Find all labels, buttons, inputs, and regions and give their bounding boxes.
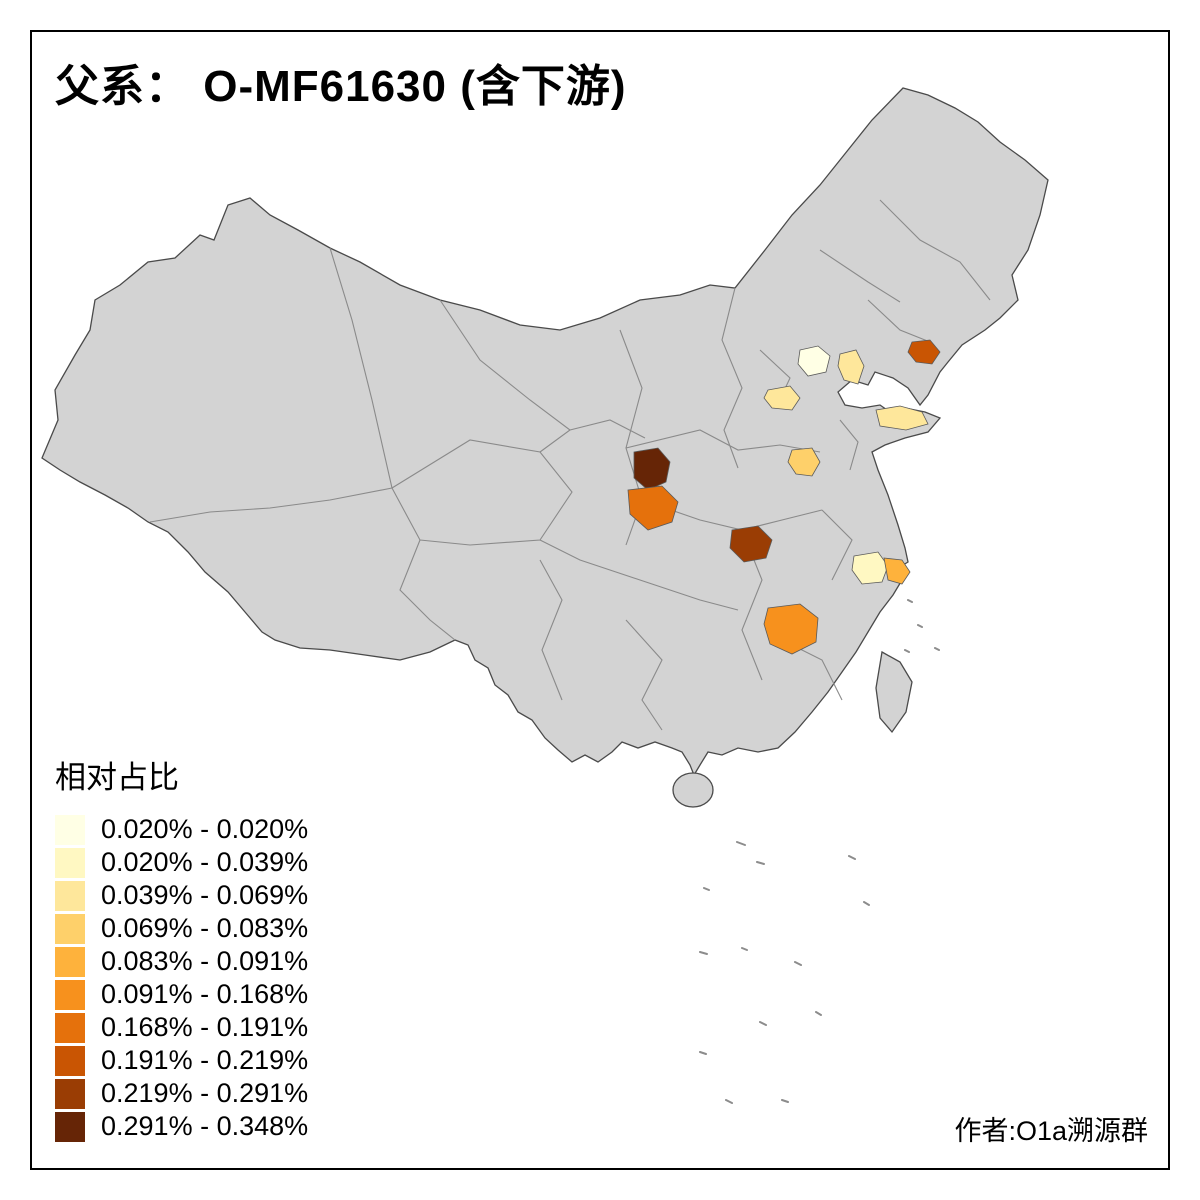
legend-item: 0.191% - 0.219% xyxy=(55,1044,308,1077)
legend-swatch xyxy=(55,880,85,911)
hainan-island xyxy=(672,772,714,808)
legend-label: 0.083% - 0.091% xyxy=(101,946,309,976)
region-liaoning-spot xyxy=(907,339,941,365)
legend-swatch xyxy=(55,979,85,1010)
region-shaanxi-north xyxy=(633,447,671,491)
legend-item: 0.091% - 0.168% xyxy=(55,978,308,1011)
legend-label: 0.191% - 0.219% xyxy=(101,1045,309,1075)
legend-label: 0.039% - 0.069% xyxy=(101,880,309,910)
legend-swatch xyxy=(55,1111,85,1142)
region-zhejiang-light xyxy=(851,551,889,585)
region-zhejiang-orange xyxy=(883,557,911,585)
sea-islands xyxy=(699,599,940,1104)
legend: 相对占比 0.020% - 0.020% 0.020% - 0.039% 0.039… xyxy=(55,752,308,1143)
china-outline xyxy=(41,87,1049,777)
legend-label: 0.168% - 0.191% xyxy=(101,1012,309,1042)
legend-label: 0.020% - 0.020% xyxy=(101,814,309,844)
legend-title: 相对占比 xyxy=(55,760,179,795)
legend-label: 0.219% - 0.291% xyxy=(101,1078,309,1108)
legend-swatch xyxy=(55,1012,85,1043)
region-shaanxi-south xyxy=(627,485,679,531)
legend-label: 0.291% - 0.348% xyxy=(101,1111,309,1141)
legend-label: 0.020% - 0.039% xyxy=(101,847,309,877)
legend-swatch xyxy=(55,814,85,845)
legend-label: 0.091% - 0.168% xyxy=(101,979,309,1009)
legend-label: 0.069% - 0.083% xyxy=(101,913,309,943)
legend-swatch xyxy=(55,1045,85,1076)
legend-item: 0.168% - 0.191% xyxy=(55,1011,308,1044)
legend-swatch xyxy=(55,1078,85,1109)
legend-item: 0.020% - 0.020% xyxy=(55,813,308,846)
region-hebei-spot xyxy=(763,385,801,411)
legend-swatch xyxy=(55,847,85,878)
taiwan-island xyxy=(875,650,913,734)
region-tianjin xyxy=(837,349,865,385)
author-credit: 作者:O1a溯源群 xyxy=(954,1116,1148,1146)
region-henan-spot xyxy=(787,447,821,477)
region-beijing xyxy=(797,345,831,377)
legend-swatch xyxy=(55,913,85,944)
legend-items: 0.020% - 0.020% 0.020% - 0.039% 0.039% - 0… xyxy=(55,813,308,1143)
legend-item: 0.291% - 0.348% xyxy=(55,1110,308,1143)
legend-item: 0.039% - 0.069% xyxy=(55,879,308,912)
legend-item: 0.069% - 0.083% xyxy=(55,912,308,945)
legend-item: 0.219% - 0.291% xyxy=(55,1077,308,1110)
legend-item: 0.083% - 0.091% xyxy=(55,945,308,978)
legend-swatch xyxy=(55,946,85,977)
region-hunan xyxy=(763,603,819,655)
legend-item: 0.020% - 0.039% xyxy=(55,846,308,879)
page-title: 父系： O-MF61630 (含下游) xyxy=(55,62,627,111)
region-hubei-west xyxy=(729,525,773,563)
region-shandong-east xyxy=(875,405,929,431)
